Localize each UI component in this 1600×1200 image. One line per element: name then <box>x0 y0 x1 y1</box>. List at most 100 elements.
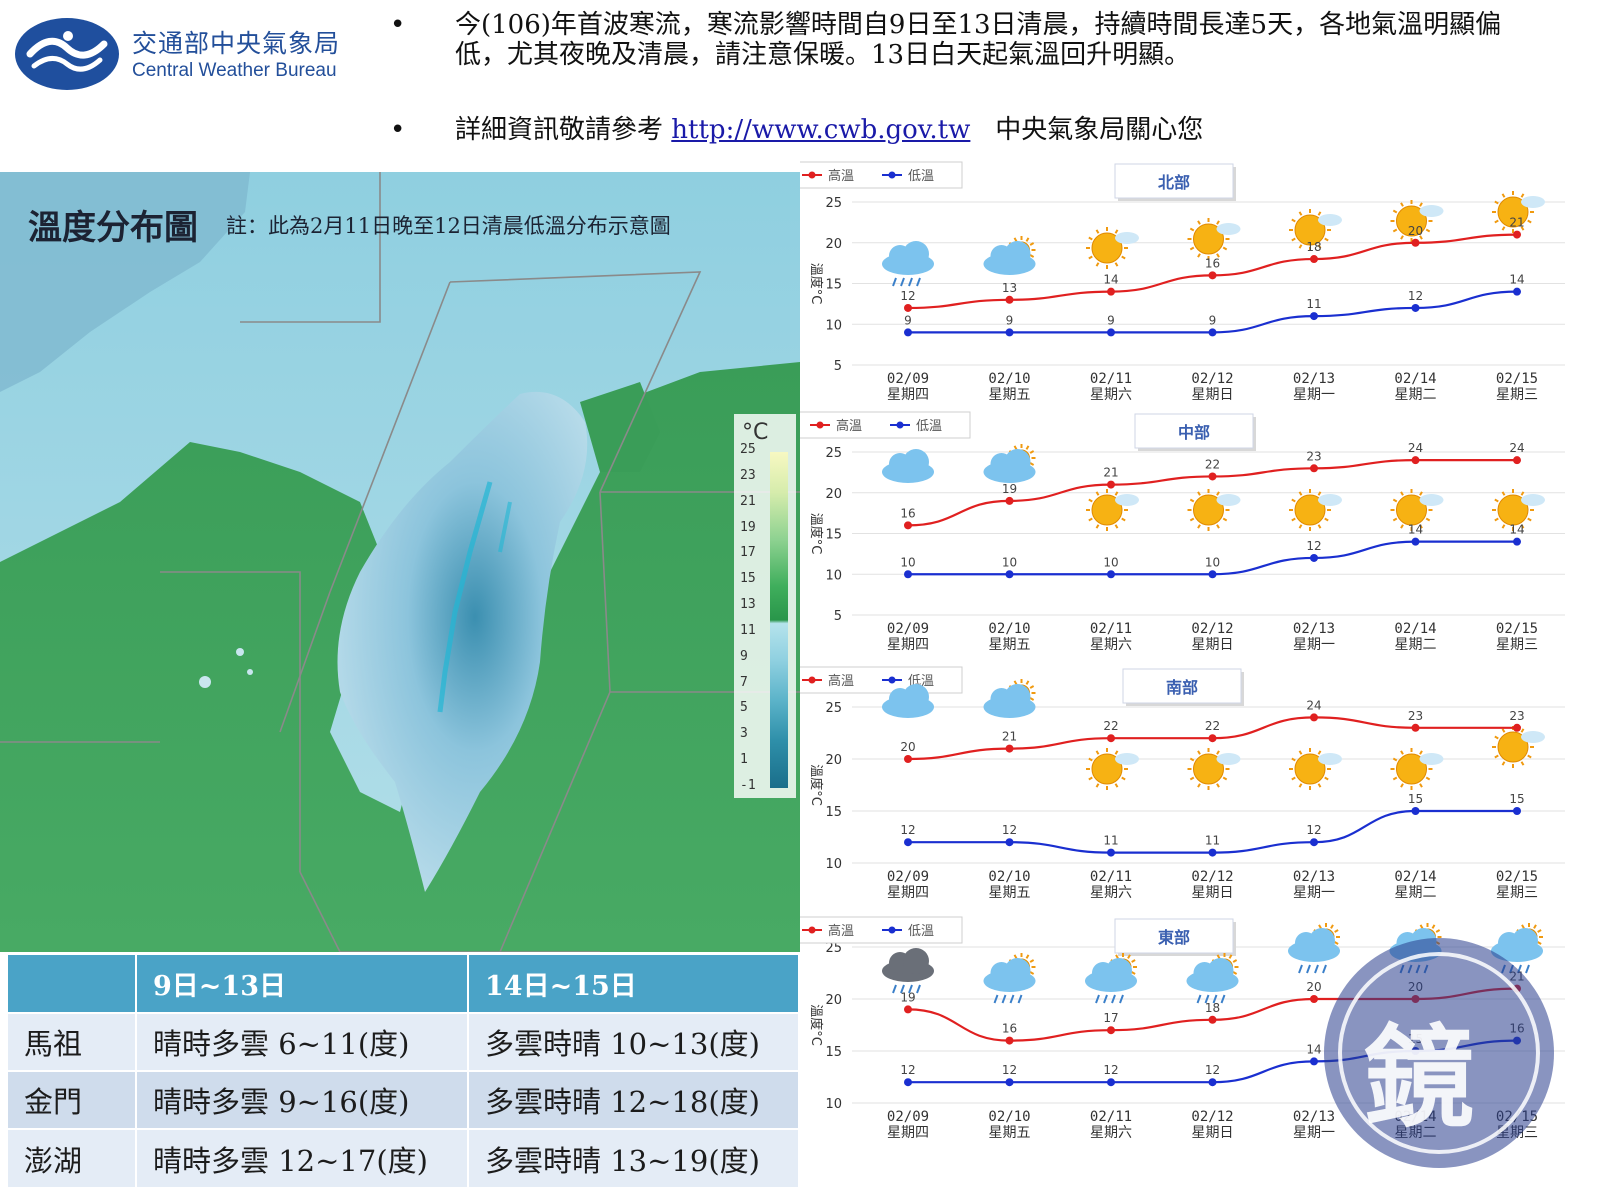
sun-ray <box>1189 517 1195 522</box>
cwb-link[interactable]: http://www.cwb.gov.tw <box>671 115 971 145</box>
data-point <box>1513 456 1521 465</box>
data-point <box>1411 456 1420 465</box>
region-label-box <box>1114 918 1234 954</box>
map-note: 註：此為2月11日晚至12日清晨低溫分布示意圖 <box>226 214 671 238</box>
sun-ray <box>1114 262 1119 267</box>
rain-drop <box>1298 964 1303 974</box>
sun-ray <box>1527 219 1532 224</box>
sun-disc <box>1497 196 1529 228</box>
data-label: 12 <box>1205 1063 1220 1077</box>
sun-ray <box>1521 924 1525 929</box>
x-tick-label: 02/13 <box>1293 371 1335 387</box>
sun-ray <box>1095 229 1100 234</box>
chart-south: 10 15 20 25 溫度°C 高溫 低溫 南部 20 21 22 22 24 23 23 12 12 11 11… <box>800 665 1600 915</box>
sun-ray <box>1291 498 1296 503</box>
sun-ray <box>1013 445 1018 450</box>
sun-cloud-icon <box>1492 726 1545 768</box>
legend-marker <box>816 421 824 429</box>
sun-ray <box>1537 941 1542 945</box>
legend-marker <box>808 926 816 934</box>
sun-ray <box>1494 735 1499 740</box>
x-weekday-label: 星期四 <box>887 885 929 901</box>
small-cloud <box>1419 494 1444 506</box>
sun-disc <box>1193 223 1224 255</box>
bullet-dot-icon: • <box>390 115 406 145</box>
small-cloud <box>1115 232 1139 244</box>
sun-ray <box>1501 728 1506 733</box>
sun-cloud-icon <box>1289 209 1342 251</box>
cloud-sun-icon <box>983 444 1036 483</box>
sun-ray <box>1121 517 1126 522</box>
bullet-tail-text: 中央氣象局關心您 <box>995 115 1204 145</box>
legend-marker <box>896 421 904 429</box>
data-label: 20 <box>1306 980 1321 994</box>
legend-tick: 9 <box>740 648 748 664</box>
data-point <box>1107 328 1115 337</box>
x-tick-label: 02/14 <box>1394 621 1436 637</box>
y-tick-label: 10 <box>825 318 842 333</box>
rain-drop <box>1095 994 1100 1004</box>
sun-ray <box>1317 491 1322 496</box>
y-tick-label: 20 <box>825 993 842 1008</box>
sun-ray <box>1419 491 1423 496</box>
data-label: 23 <box>1306 449 1321 463</box>
data-label: 9 <box>1209 313 1217 327</box>
x-tick-label: 02/09 <box>887 621 929 637</box>
rain-drop <box>1196 994 1202 1004</box>
data-point <box>1107 848 1115 857</box>
data-point <box>1005 496 1014 505</box>
taiwan-map-image <box>0 172 800 952</box>
y-tick-label: 5 <box>834 359 842 374</box>
sun-ray <box>1088 255 1093 260</box>
sun-ray <box>1501 524 1506 529</box>
region-label: 東部 <box>1158 928 1190 947</box>
sun-ray <box>1029 254 1035 258</box>
table-row: 澎湖 晴時多雲 12~17(度) 多雲時晴 13~19(度) <box>8 1128 800 1187</box>
data-point <box>904 1078 912 1087</box>
table-cell: 馬祖 <box>8 1012 137 1071</box>
sun-ray <box>1197 220 1201 225</box>
table-cell: 多雲時晴 13~19(度) <box>468 1128 800 1187</box>
mirror-media-watermark: 鏡 <box>1324 938 1554 1168</box>
x-weekday-label: 星期二 <box>1395 885 1437 901</box>
sun-ray <box>1419 783 1423 788</box>
data-point <box>904 1005 912 1014</box>
rain-drop <box>1212 994 1218 1004</box>
cloud-icon <box>882 449 934 483</box>
rain-drop <box>1306 964 1311 974</box>
legend-label: 高溫 <box>828 673 854 689</box>
cloud-puff <box>1309 928 1335 954</box>
data-point <box>904 570 912 579</box>
sun-ray <box>1088 498 1093 503</box>
sun-ray <box>1520 728 1525 733</box>
table-cell: 金門 <box>8 1070 137 1129</box>
sun-ray <box>1501 491 1506 496</box>
region-label-box <box>1122 668 1242 704</box>
x-weekday-label: 星期五 <box>989 885 1031 901</box>
sun-ray <box>1392 757 1398 762</box>
legend-tick: 7 <box>740 674 748 690</box>
sun-ray <box>1095 524 1100 529</box>
y-axis-label: 溫度°C <box>808 263 824 305</box>
sun-ray <box>1216 491 1220 496</box>
x-weekday-label: 星期三 <box>1496 637 1538 653</box>
x-tick-label: 02/09 <box>887 869 929 885</box>
temperature-map: 溫度分布圖 註：此為2月11日晚至12日清晨低溫分布示意圖 °C 25 23 21 1… <box>0 172 800 952</box>
data-label: 11 <box>1205 834 1220 848</box>
y-tick-label: 25 <box>825 446 842 461</box>
sun-ray <box>1324 237 1329 242</box>
sun-ray <box>1228 954 1233 959</box>
y-tick-label: 15 <box>825 1045 842 1060</box>
sun-ray <box>1298 244 1303 249</box>
data-label: 13 <box>1002 281 1017 295</box>
x-tick-label: 02/14 <box>1394 371 1436 387</box>
data-label: 20 <box>1408 224 1423 238</box>
data-point <box>1513 230 1521 239</box>
sun-ray <box>1131 971 1136 975</box>
x-weekday-label: 星期一 <box>1293 637 1335 653</box>
sun-ray <box>1425 776 1431 781</box>
small-cloud <box>1216 223 1241 235</box>
sun-ray <box>1197 783 1201 788</box>
watermark-ring <box>1338 952 1540 1154</box>
sun-disc <box>1294 753 1326 785</box>
